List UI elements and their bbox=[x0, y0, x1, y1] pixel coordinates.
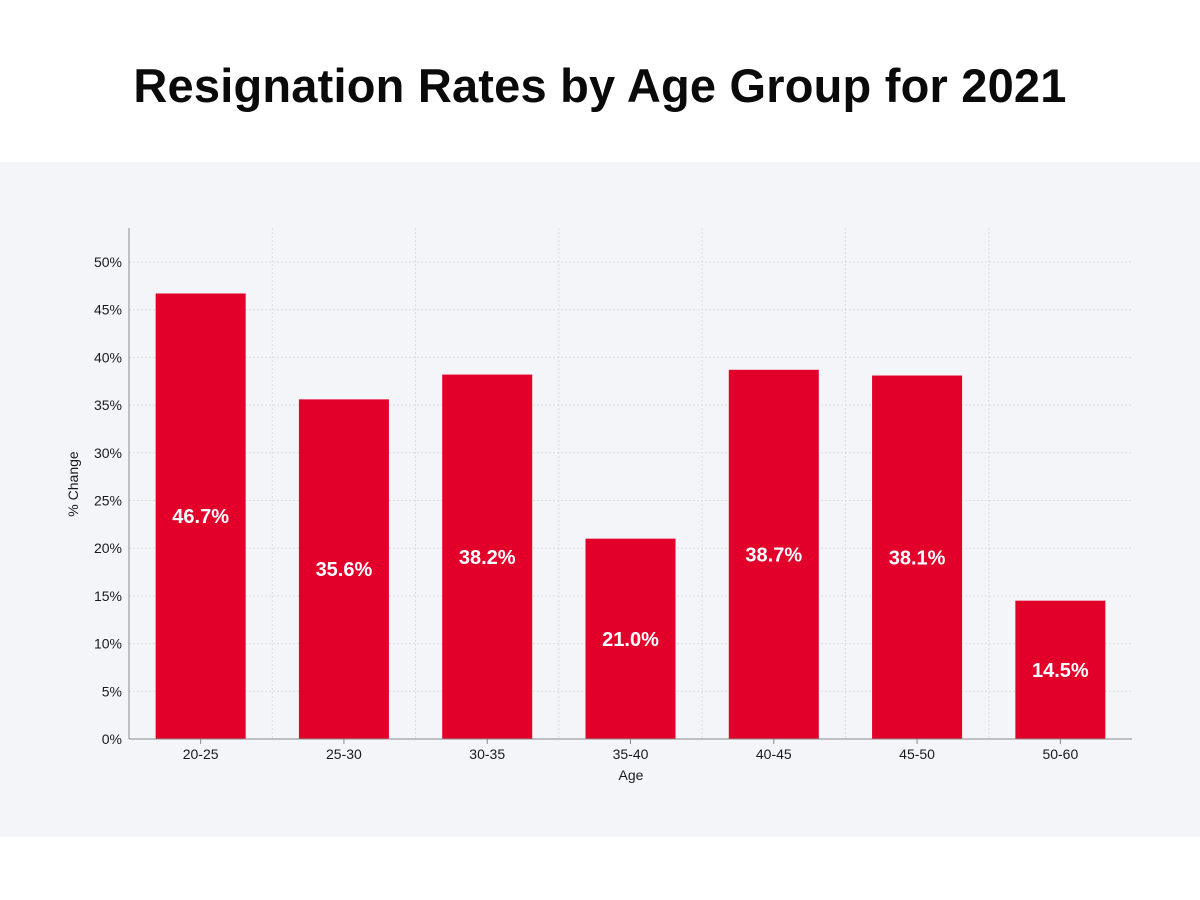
x-axis-title: Age bbox=[619, 767, 644, 783]
bar bbox=[728, 369, 819, 739]
y-tick-label: 35% bbox=[94, 397, 122, 413]
bars bbox=[155, 293, 1106, 739]
y-tick-label: 40% bbox=[94, 349, 122, 365]
y-tick-label: 0% bbox=[102, 731, 122, 747]
data-label: 35.6% bbox=[316, 559, 373, 581]
bar bbox=[155, 293, 246, 739]
x-tick-label: 25-30 bbox=[326, 746, 362, 762]
labels: 0% 5% 10% 15% 20% 25% 30% 35% 40% 45% 50% 46.7% 20-2… bbox=[94, 254, 1089, 762]
data-label: 46.7% bbox=[172, 506, 229, 528]
data-label: 21.0% bbox=[602, 629, 659, 651]
data-label: 38.7% bbox=[745, 544, 802, 566]
x-tick-label: 35-40 bbox=[613, 746, 649, 762]
y-tick-label: 25% bbox=[94, 493, 122, 509]
x-tick-label: 20-25 bbox=[183, 746, 219, 762]
y-tick-label: 30% bbox=[94, 445, 122, 461]
y-tick-label: 45% bbox=[94, 302, 122, 318]
data-label: 14.5% bbox=[1032, 660, 1089, 682]
y-axis-title: % Change bbox=[65, 451, 81, 517]
x-tick-label: 45-50 bbox=[899, 746, 935, 762]
bar bbox=[872, 375, 963, 739]
x-tick-label: 40-45 bbox=[756, 746, 792, 762]
y-tick-label: 5% bbox=[102, 683, 122, 699]
x-tick-label: 50-60 bbox=[1042, 746, 1078, 762]
x-tick-label: 30-35 bbox=[469, 746, 505, 762]
bar bbox=[585, 538, 676, 739]
y-tick-label: 15% bbox=[94, 588, 122, 604]
chart-title: Resignation Rates by Age Group for 2021 bbox=[133, 59, 1067, 112]
y-tick-label: 10% bbox=[94, 636, 122, 652]
data-label: 38.2% bbox=[459, 547, 516, 569]
data-label: 38.1% bbox=[889, 547, 946, 569]
bar bbox=[1015, 600, 1106, 739]
axes bbox=[128, 228, 1132, 744]
y-tick-label: 50% bbox=[94, 254, 122, 270]
y-tick-label: 20% bbox=[94, 540, 122, 556]
bar bbox=[442, 374, 533, 739]
bar bbox=[298, 399, 389, 739]
